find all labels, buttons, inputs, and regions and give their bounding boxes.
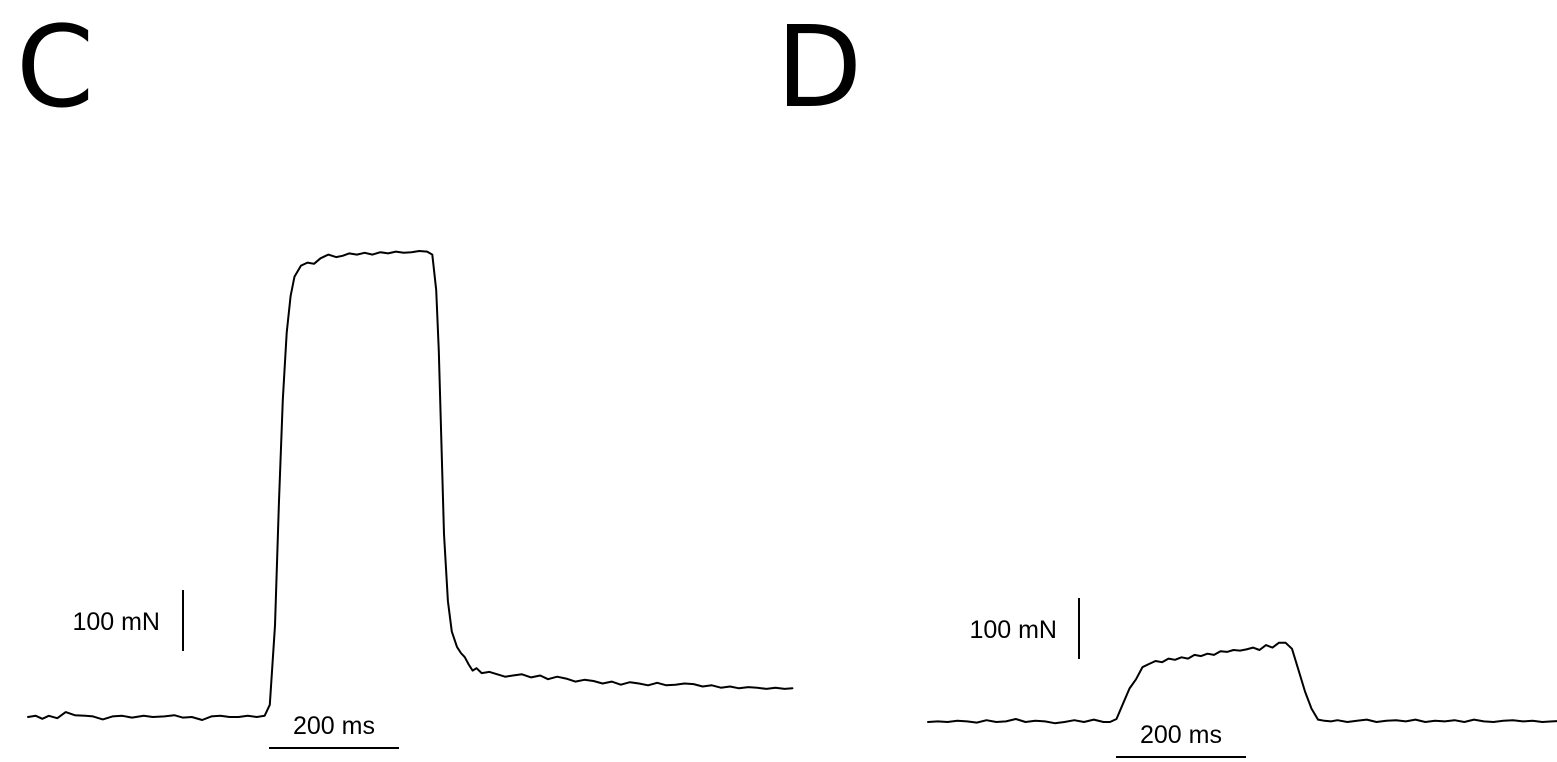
panel-c-force-trace <box>27 250 794 721</box>
panel-d-label: D <box>776 3 862 133</box>
panel-d-y-scale-label: 100 mN <box>969 616 1057 644</box>
panel-c-y-scale-label: 100 mN <box>72 608 160 636</box>
panel-c: C 100 mN 200 ms <box>16 3 794 749</box>
panel-d-x-scale-label: 200 ms <box>1140 721 1222 749</box>
panel-c-x-scale-label: 200 ms <box>293 712 375 740</box>
panel-c-label: C <box>16 3 94 133</box>
panel-d-force-trace <box>927 641 1557 725</box>
panel-d: D 100 mN 200 ms <box>776 3 1557 758</box>
